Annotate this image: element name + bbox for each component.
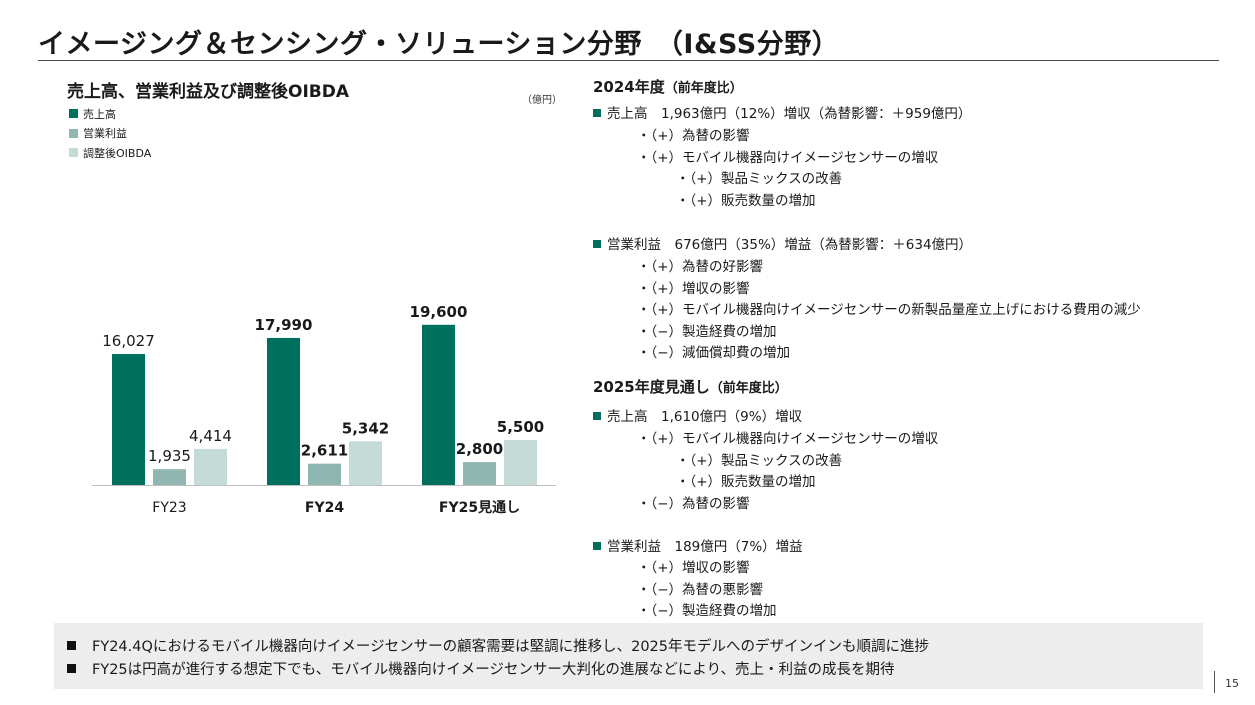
square-bullet-icon [593,109,601,117]
legend-item-sales: 売上高 [69,104,151,124]
fy25-heading: 2025年度見通し（前年度比） [593,376,788,397]
category-label-1: FY24 [305,500,344,516]
fy25-sales-item: ・（−）為替の影響 [637,495,750,512]
data-label-op-income-1: 2,611 [301,442,348,460]
fy24-sales-summary: 売上高 1,963億円（12%）増収（為替影響：＋959億円） [593,102,971,122]
fy24-sales-item: ・（+）モバイル機器向けイメージセンサーの増収 [637,149,939,166]
category-label-2: FY25見通し [439,500,520,516]
legend-swatch-sales [69,109,78,119]
fy24-op-summary: 営業利益 676億円（35%）増益（為替影響：＋634億円） [593,233,972,253]
page-number: 15 [1225,677,1239,690]
fy24-heading-text: 2024年度 [593,78,665,96]
fy25-heading-sub: （前年度比） [709,381,788,396]
data-label-sales-2: 19,600 [410,303,468,321]
fy24-op-item: ・（+）モバイル機器向けイメージセンサーの新製品量産立上げにおける費用の減少 [637,302,1141,318]
legend-label-op-income: 営業利益 [83,127,127,141]
fy25-op-summary-text: 営業利益 189億円（7%）増益 [607,539,803,555]
data-label-oibda-1: 5,342 [342,419,389,437]
fy25-sales-item: ・（+）モバイル機器向けイメージセンサーの増収 [637,431,939,447]
bar-oibda-0 [194,448,227,485]
category-label-0: FY23 [152,500,186,516]
square-bullet-icon [593,542,601,550]
fy25-sales-item: ・（+）販売数量の増加 [676,474,816,490]
data-label-op-income-2: 2,800 [456,440,503,458]
chart-unit: （億円） [522,95,562,106]
fy25-op-item: ・（−）製造経費の増加 [637,603,777,619]
page-number-divider [1214,671,1215,693]
fy24-op-item: ・（−）製造経費の増加 [637,323,777,340]
legend-item-oibda: 調整後OIBDA [69,143,151,163]
summary-line-1: FY24.4Qにおけるモバイル機器向けイメージセンサーの顧客需要は堅調に推移し、… [67,635,929,656]
summary-box: FY24.4Qにおけるモバイル機器向けイメージセンサーの顧客需要は堅調に推移し、… [54,623,1203,689]
fy24-op-item: ・（−）減価償却費の増加 [637,345,791,361]
data-label-op-income-0: 1,935 [148,447,191,465]
bar-sales-0 [112,354,145,485]
summary-line-2: FY25は円高が進行する想定下でも、モバイル機器向けイメージセンサー大判化の進展… [67,658,895,679]
square-bullet-icon [593,240,601,248]
data-label-oibda-2: 5,500 [497,418,544,436]
summary-text-2: FY25は円高が進行する想定下でも、モバイル機器向けイメージセンサー大判化の進展… [92,662,895,678]
bar-chart: 16,027 1,935 4,414 FY23 17,990 2,611 5,342 FY24… [92,303,556,516]
fy24-heading: 2024年度（前年度比） [593,76,743,97]
square-bullet-icon [67,641,76,650]
fy25-sales-summary: 売上高 1,610億円（9%）増収 [593,405,802,425]
page-title: イメージング＆センシング・ソリューション分野 （I&SS分野） [38,29,840,60]
fy24-op-item: ・（+）為替の好影響 [637,259,764,275]
fy24-sales-item: ・（+）販売数量の増加 [676,192,816,209]
title-divider [38,60,1219,61]
fy24-sales-summary-text: 売上高 1,963億円（12%）増収（為替影響：＋959億円） [607,106,972,122]
bar-oibda-2 [504,440,537,485]
legend-label-sales: 売上高 [83,107,116,121]
bar-oibda-1 [349,441,382,485]
square-bullet-icon [67,664,76,673]
fy25-sales-item: ・（+）製品ミックスの改善 [676,452,843,469]
bar-sales-1 [267,337,300,485]
data-label-oibda-0: 4,414 [189,427,232,445]
legend-label-oibda: 調整後OIBDA [83,146,152,160]
chart-legend: 売上高 営業利益 調整後OIBDA [69,104,151,163]
fy25-heading-text: 2025年度見通し [593,378,710,396]
legend-item-op-income: 営業利益 [69,124,151,144]
legend-swatch-op-income [69,128,78,138]
chart-heading: 売上高、営業利益及び調整後OIBDA [67,82,350,102]
fy25-op-item: ・（+）増収の影響 [637,560,750,576]
square-bullet-icon [593,412,601,420]
fy24-op-item: ・（+）増収の影響 [637,280,750,297]
bar-op-income-0 [153,469,186,485]
fy24-sales-item: ・（+）為替の影響 [637,128,750,144]
fy24-heading-sub: （前年度比） [664,81,743,96]
fy25-op-item: ・（−）為替の悪影響 [637,581,764,598]
fy25-sales-summary-text: 売上高 1,610億円（9%）増収 [607,409,803,425]
fy25-op-summary: 営業利益 189億円（7%）増益 [593,535,803,555]
bar-op-income-1 [308,463,341,485]
fy24-sales-item: ・（+）製品ミックスの改善 [676,171,843,187]
data-label-sales-0: 16,027 [102,332,155,350]
bar-sales-2 [422,324,455,485]
legend-swatch-oibda [69,148,78,158]
bar-op-income-2 [463,462,496,485]
data-label-sales-1: 17,990 [255,316,313,334]
fy24-op-summary-text: 営業利益 676億円（35%）増益（為替影響：＋634億円） [607,237,973,253]
summary-text-1: FY24.4Qにおけるモバイル機器向けイメージセンサーの顧客需要は堅調に推移し、… [92,639,930,655]
